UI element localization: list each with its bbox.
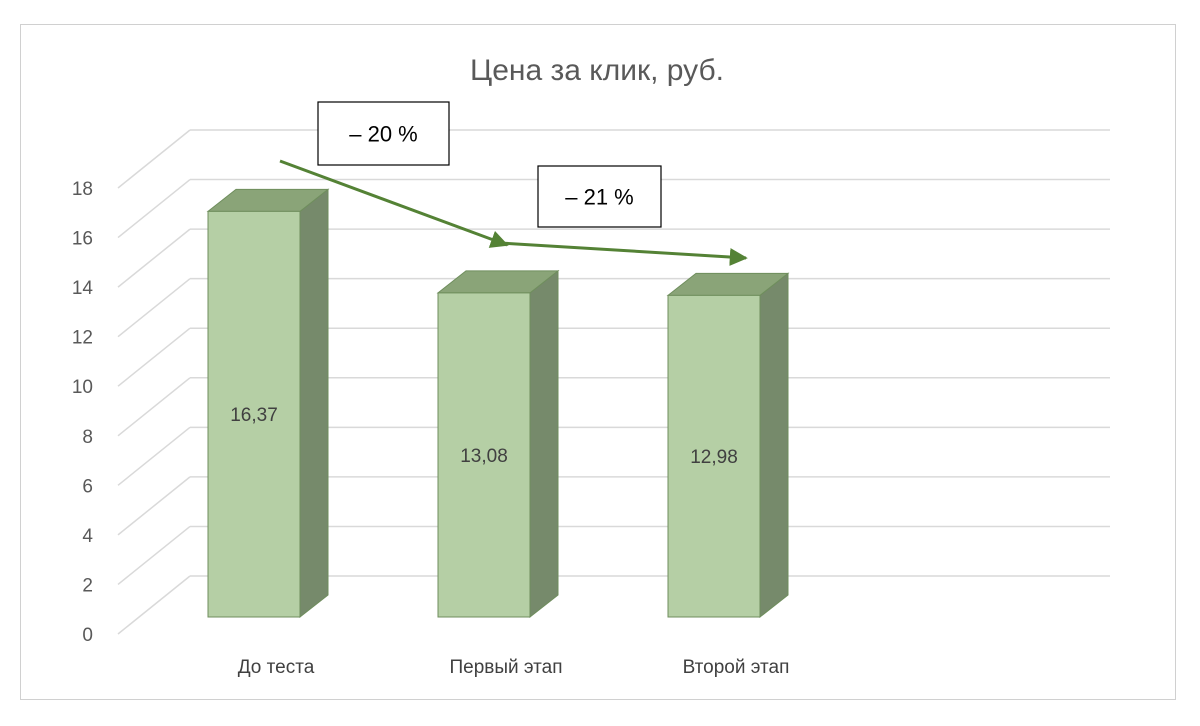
y-axis-ticks: 0 2 4 6 8 10 12 14 16 18 — [72, 179, 94, 646]
callout-border — [537, 165, 662, 228]
y-tick-label: 10 — [72, 377, 93, 398]
bars: 16,37 13,08 12,98 — [206, 188, 790, 619]
callout-text: – 20 % — [349, 122, 418, 147]
category-label: До теста — [238, 657, 315, 678]
arrow-1 — [279, 159, 509, 248]
x-axis-categories: До теста Первый этап Второй этап — [238, 657, 790, 678]
y-tick-label: 4 — [82, 526, 93, 547]
gridline-depth — [117, 525, 191, 586]
y-tick-label: 2 — [82, 575, 93, 596]
gridline-depth — [117, 575, 191, 635]
bar-front — [437, 292, 531, 618]
gridline-depth — [117, 178, 191, 239]
callout-text: – 21 % — [565, 185, 634, 210]
chart-title: Цена за клик, руб. — [470, 54, 724, 87]
y-tick-label: 12 — [72, 328, 93, 349]
category-label: Второй этап — [683, 657, 790, 678]
bar: 16,37 — [206, 188, 330, 619]
bar-side — [529, 269, 559, 619]
arrow-2 — [499, 241, 748, 266]
callout-box: – 21 % — [537, 165, 662, 228]
gridline-depth — [117, 278, 191, 338]
bar-value-label: 13,08 — [460, 446, 508, 467]
gridlines — [117, 129, 1110, 635]
bar: 12,98 — [666, 272, 790, 619]
y-tick-label: 0 — [82, 625, 93, 646]
gridline-depth — [117, 377, 191, 437]
y-tick-label: 18 — [72, 179, 93, 200]
bar-front — [207, 210, 301, 618]
bar-front — [667, 294, 761, 618]
y-tick-label: 14 — [72, 278, 94, 299]
gridline-depth — [117, 228, 191, 288]
y-tick-label: 8 — [82, 427, 93, 448]
gridline-depth — [117, 476, 191, 536]
gridline-depth — [117, 327, 191, 387]
gridline-depth — [117, 129, 191, 189]
bar-side — [299, 188, 329, 619]
callout-box: – 20 % — [317, 101, 450, 166]
bar: 13,08 — [436, 269, 560, 619]
category-label: Первый этап — [449, 657, 562, 678]
y-tick-label: 6 — [82, 476, 93, 497]
annotations: – 20 % – 21 % — [279, 101, 748, 266]
gridline-depth — [117, 426, 191, 486]
y-tick-label: 16 — [72, 229, 93, 250]
bar-value-label: 12,98 — [690, 447, 738, 468]
callout-border — [317, 101, 450, 166]
bar-value-label: 16,37 — [230, 405, 278, 426]
bar-side — [759, 272, 789, 619]
